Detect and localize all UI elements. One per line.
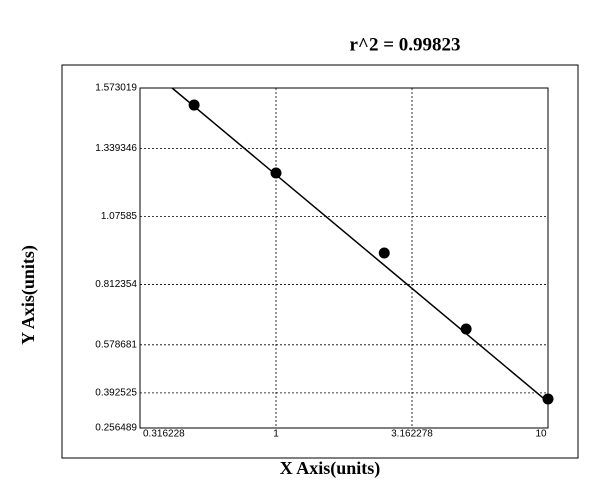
y-tick-label: 1.07585 — [101, 211, 138, 222]
data-point — [270, 167, 282, 179]
y-tick-label: 1.573019 — [95, 83, 137, 94]
y-tick-label: 0.578681 — [95, 339, 137, 350]
data-point — [188, 99, 200, 111]
y-axis-label: Y Axis(units) — [18, 245, 39, 345]
fit-line — [171, 87, 549, 403]
x-tick-label: 3.162278 — [391, 429, 433, 440]
data-point — [378, 247, 390, 259]
y-tick-label: 1.339346 — [95, 143, 137, 154]
x-tick-label: 0.316228 — [143, 429, 185, 440]
y-tick-label: 0.812354 — [95, 279, 137, 290]
x-tick-label: 10 — [535, 429, 547, 440]
y-tick-label: 0.392525 — [95, 388, 137, 399]
y-tick-label: 0.256489 — [95, 423, 137, 434]
chart-title: r^2 = 0.99823 — [349, 34, 460, 55]
plot-area — [139, 87, 549, 429]
x-axis-label: X Axis(units) — [280, 458, 381, 479]
x-tick-label: 1 — [273, 429, 279, 440]
data-point — [460, 323, 472, 335]
data-point — [542, 393, 554, 405]
